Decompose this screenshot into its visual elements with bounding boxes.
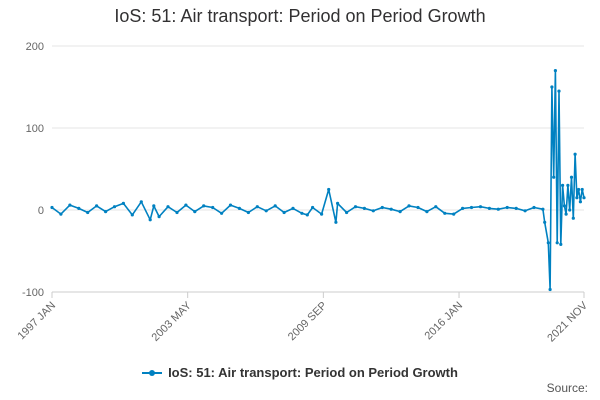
data-point [104, 210, 108, 214]
data-point [580, 187, 584, 192]
data-point [77, 206, 81, 210]
data-point [553, 69, 558, 73]
data-point [334, 220, 338, 224]
data-point [148, 218, 152, 222]
data-point [452, 212, 456, 216]
data-point [246, 210, 250, 215]
data-point [228, 203, 233, 207]
data-point [264, 209, 268, 213]
data-point [571, 216, 575, 220]
data-point [389, 207, 393, 211]
data-point [237, 206, 241, 210]
data-point [469, 205, 474, 210]
data-point [568, 208, 572, 212]
data-point [220, 211, 224, 215]
data-point [434, 205, 438, 209]
data-point [184, 203, 188, 207]
data-point [555, 241, 559, 245]
data-point [566, 183, 570, 187]
data-point [166, 205, 170, 209]
data-point [577, 187, 581, 192]
data-point [487, 206, 491, 210]
data-point [416, 205, 420, 210]
data-point [291, 206, 295, 210]
data-point [345, 210, 349, 215]
data-point [139, 200, 143, 204]
data-point [305, 213, 309, 217]
data-point [561, 183, 565, 187]
legend-label: IoS: 51: Air transport: Period on Period… [168, 365, 458, 380]
data-point [311, 205, 315, 210]
data-point [380, 205, 384, 210]
data-point [68, 203, 72, 207]
data-point [95, 204, 99, 208]
data-point [255, 205, 259, 209]
data-point [532, 205, 536, 210]
data-point [546, 241, 550, 245]
y-tick-label: 200 [26, 41, 44, 53]
y-tick-label: 0 [38, 205, 44, 217]
data-point [575, 196, 579, 200]
data-point [202, 204, 206, 208]
data-point [353, 205, 358, 209]
data-point [327, 187, 331, 192]
x-tick-label: 2016 JAN [423, 300, 466, 343]
data-point [496, 207, 500, 211]
x-tick-label: 2003 MAY [150, 299, 195, 344]
data-point [211, 205, 215, 210]
data-point [514, 206, 518, 210]
data-point [582, 196, 586, 200]
data-point [152, 204, 156, 208]
data-point [371, 209, 375, 213]
data-point [320, 212, 324, 216]
data-point [461, 206, 465, 210]
data-point [562, 204, 567, 208]
data-point [130, 213, 134, 217]
data-point [541, 207, 545, 211]
data-point [157, 215, 161, 219]
chart-title: IoS: 51: Air transport: Period on Period… [114, 6, 486, 26]
data-point [50, 205, 54, 210]
data-point [443, 211, 447, 215]
legend-line-symbol [142, 369, 163, 376]
data-point [398, 210, 402, 214]
x-tick-label: 2021 NOV [545, 299, 590, 344]
source-label: Source: [546, 381, 588, 395]
data-point [193, 210, 197, 214]
y-tick-label: 100 [26, 123, 44, 135]
legend[interactable]: IoS: 51: Air transport: Period on Period… [0, 365, 600, 380]
data-point [59, 212, 63, 216]
x-tick-label: 2009 SEP [286, 300, 330, 344]
data-point [175, 210, 179, 215]
data-point [543, 220, 547, 224]
data-point [407, 204, 411, 208]
data-point [86, 210, 90, 215]
data-point [523, 209, 527, 213]
data-point [578, 200, 583, 204]
data-point [557, 89, 561, 93]
data-point [505, 205, 509, 210]
data-point [112, 205, 117, 209]
data-point [300, 211, 304, 215]
data-point [478, 205, 483, 209]
data-point [552, 175, 556, 179]
data-point [282, 210, 286, 215]
data-point [273, 204, 277, 208]
data-point [550, 85, 554, 89]
data-point [548, 287, 552, 292]
data-point [559, 242, 563, 246]
data-point [121, 201, 125, 205]
data-point [362, 206, 366, 210]
x-tick-label: 1997 JAN [15, 300, 58, 343]
data-point [425, 210, 429, 214]
series-line [51, 69, 585, 291]
data-point [336, 201, 340, 205]
data-point [564, 212, 568, 216]
data-point [569, 175, 574, 179]
y-tick-label: -100 [22, 287, 44, 299]
data-point [573, 152, 577, 156]
